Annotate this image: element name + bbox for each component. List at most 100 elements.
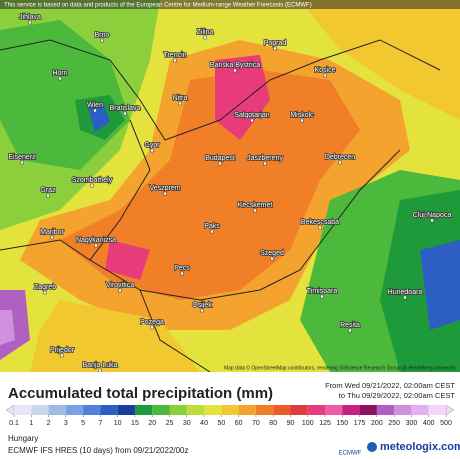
city-label: Gyor (144, 142, 160, 149)
scale-label: 1 (29, 420, 33, 427)
attribution: Map data © OpenStreetMap contributors, r… (224, 364, 456, 371)
city-label: Nagykanizsa (76, 237, 116, 244)
city-marker (50, 235, 54, 240)
city-label: Szombathely (72, 177, 113, 184)
city-marker (273, 46, 277, 51)
city-marker (323, 73, 327, 78)
city-marker (270, 256, 274, 261)
period-to: to Thu 09/29/2022, 02:00am CEST (339, 391, 456, 400)
city-marker (253, 208, 257, 213)
city-marker (180, 271, 184, 276)
city-label: Banja Luka (82, 362, 117, 369)
scale-label: 300 (406, 420, 418, 427)
field (300, 0, 460, 120)
city-label: Resita (340, 322, 360, 329)
scale-arrow-right (445, 404, 455, 416)
scale-bin (273, 405, 291, 415)
banner-bg (0, 0, 460, 9)
scale-bin (238, 405, 256, 415)
city-label: Wien (87, 102, 103, 109)
scale-bin (376, 405, 395, 415)
scale-bin (134, 405, 153, 415)
city-label: Salgotarjan (234, 112, 270, 119)
city-marker (430, 218, 434, 223)
scale-bin (411, 405, 429, 415)
city-marker (20, 160, 24, 165)
precipitation-map: This service is based on data and produc… (0, 0, 460, 372)
city-marker (90, 183, 94, 188)
city-marker (203, 35, 207, 40)
city-label: Paks (204, 223, 220, 230)
city-marker (28, 20, 32, 25)
site-logo-icon (367, 442, 377, 452)
city-label: Banska Bystrica (210, 62, 260, 69)
borders (0, 39, 441, 372)
color-scale: 0.1 1 2 3 5 7 10 15 20 25 30 40 50 60 70 80 90 100 125 150 1… (5, 404, 455, 427)
city-marker (118, 288, 122, 293)
city-marker (98, 368, 102, 372)
city-marker (58, 76, 62, 81)
scale-label: 3 (64, 420, 68, 427)
city-label: Pecs (174, 265, 190, 272)
city-marker (250, 118, 254, 123)
city-marker (163, 191, 167, 196)
city-marker (263, 161, 267, 166)
city-label: Jihlava (19, 14, 41, 21)
legend: Accumulated total precipitation (mm) Fro… (5, 381, 460, 457)
field (60, 70, 360, 300)
scale-bin (100, 405, 118, 415)
region: Hungary (8, 434, 38, 443)
city-marker (46, 193, 50, 198)
city-label: Poprad (264, 40, 287, 47)
city-marker (93, 108, 97, 113)
scale-bin (14, 405, 32, 415)
scale-bin (31, 405, 49, 415)
scale-bin (290, 405, 308, 415)
city-label: Horn (52, 70, 67, 77)
city-label: Debrecen (325, 154, 355, 161)
scale-label: 100 (302, 420, 314, 427)
city-marker (150, 325, 154, 330)
city-label: Bratislava (110, 105, 141, 112)
city-label: Eisenerz (8, 154, 36, 161)
city-marker (320, 294, 324, 299)
city-marker (178, 101, 182, 106)
scale-label: 60 (235, 420, 243, 427)
city-marker (300, 118, 304, 123)
scale-label: 50 (217, 420, 225, 427)
scale-label: 15 (131, 420, 139, 427)
scale-bin (221, 405, 239, 415)
city-marker (60, 353, 64, 358)
city-label: Cluj-Napoca (413, 212, 452, 219)
field (420, 240, 460, 330)
scale-bin (152, 405, 170, 415)
city-label: Miskolc (290, 112, 314, 119)
scale-label: 20 (148, 420, 156, 427)
scale-bin (204, 405, 222, 415)
city-label: Virovitica (106, 282, 134, 289)
scale-label: 90 (287, 420, 295, 427)
city-marker (94, 243, 98, 248)
scale-bin (307, 405, 326, 415)
city-label: Bekescsaba (301, 219, 339, 226)
scale-label: 25 (166, 420, 174, 427)
city-label: Brno (95, 32, 110, 39)
scale-bin (255, 405, 274, 415)
city-marker (403, 295, 407, 300)
city-labels: Jihlava Brno Zilina Poprad Trencin Banska Bys… (8, 13, 452, 372)
city-marker (200, 308, 204, 313)
scale-bin (83, 405, 101, 415)
scale-label: 200 (371, 420, 383, 427)
city-marker (338, 160, 342, 165)
scale-label: 150 (336, 420, 348, 427)
period-from: From Wed 09/21/2022, 02:00am CEST (325, 381, 455, 390)
city-marker (318, 225, 322, 230)
city-label: Trencin (163, 52, 186, 59)
scale-label: 80 (269, 420, 277, 427)
city-label: Kecskemet (238, 202, 273, 209)
city-marker (43, 290, 47, 295)
scale-bin (65, 405, 84, 415)
scale-bin (48, 405, 66, 415)
city-label: Nitra (173, 95, 188, 102)
city-label: Timisoara (307, 288, 338, 295)
